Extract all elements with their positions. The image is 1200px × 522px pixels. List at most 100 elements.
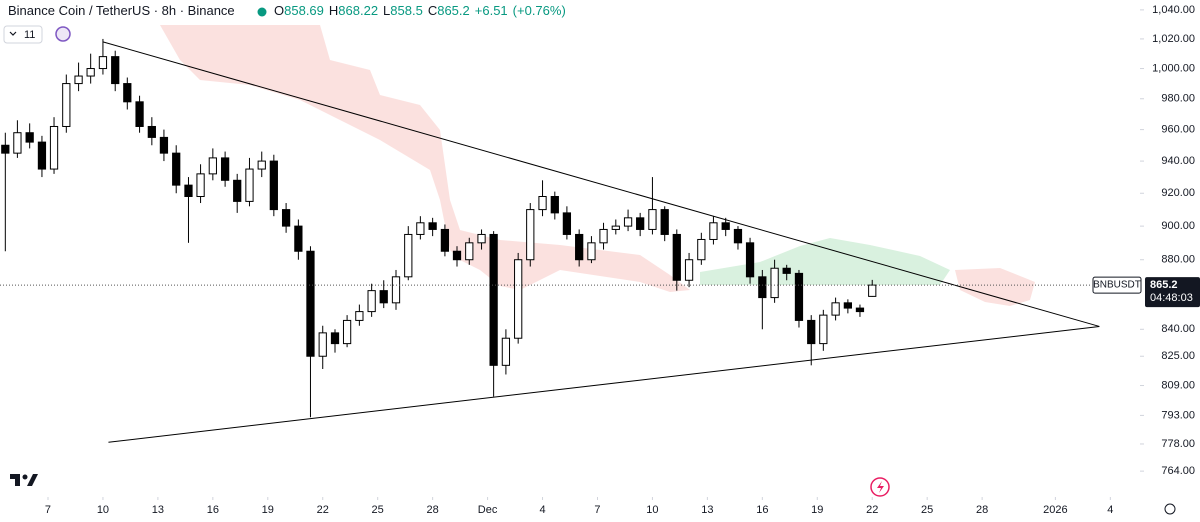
x-tick-label: 19 bbox=[811, 504, 823, 516]
x-tick-label: 28 bbox=[976, 504, 988, 516]
y-tick-label: 940.00 bbox=[1161, 155, 1195, 167]
candle-body bbox=[294, 225, 303, 252]
chevron-icon bbox=[9, 31, 17, 36]
candle-body bbox=[196, 173, 205, 198]
header-field: 865.2 bbox=[437, 3, 470, 18]
candle-body bbox=[538, 196, 547, 211]
candle-body bbox=[379, 290, 388, 304]
candle-body bbox=[159, 136, 169, 154]
price-label: 865.2 bbox=[1150, 279, 1178, 291]
candle-body bbox=[636, 217, 645, 230]
candle-body bbox=[318, 332, 327, 357]
candle-body bbox=[220, 157, 230, 181]
candle-body bbox=[440, 228, 450, 252]
header-field: L bbox=[383, 3, 390, 18]
status-dot bbox=[257, 7, 267, 17]
candle-body bbox=[807, 319, 816, 345]
candle-body bbox=[672, 233, 681, 281]
chart-header: Binance Coin / TetherUS · 8h · Binance O8… bbox=[8, 3, 566, 18]
candle-body bbox=[391, 276, 401, 304]
cloud-bearish bbox=[160, 25, 690, 292]
y-tick-label: 980.00 bbox=[1161, 93, 1195, 105]
candle-body bbox=[281, 209, 291, 227]
candle-body bbox=[709, 222, 718, 240]
candle-body bbox=[648, 209, 657, 230]
x-tick-label: 16 bbox=[207, 504, 219, 516]
x-tick-label: 25 bbox=[372, 504, 384, 516]
indicator-box[interactable] bbox=[3, 25, 43, 44]
bolt-icon bbox=[877, 481, 884, 493]
logo-mark bbox=[27, 474, 38, 486]
symbol-label-box bbox=[1092, 276, 1142, 294]
x-tick-label: Dec bbox=[478, 504, 498, 516]
x-tick-label: 13 bbox=[701, 504, 713, 516]
x-tick-label: 19 bbox=[262, 504, 274, 516]
candle-body bbox=[526, 209, 535, 261]
x-tick-label: 10 bbox=[97, 504, 109, 516]
indicator-count: 11 bbox=[24, 29, 35, 41]
cloud-bearish bbox=[955, 268, 1035, 306]
candle-body bbox=[562, 212, 572, 235]
header-field: 858.69 bbox=[284, 3, 324, 18]
candle-body bbox=[770, 267, 779, 299]
tradingview-logo bbox=[10, 474, 38, 486]
y-tick-label: 960.00 bbox=[1161, 124, 1195, 136]
candle-body bbox=[404, 233, 413, 278]
candle-body bbox=[745, 242, 755, 278]
x-tick-label: 28 bbox=[427, 504, 439, 516]
candle-body bbox=[416, 222, 425, 235]
candle-body bbox=[172, 152, 181, 186]
candle-body bbox=[233, 179, 242, 202]
candle-body bbox=[489, 233, 498, 366]
y-tick-label: 809.00 bbox=[1161, 379, 1195, 391]
candle-body bbox=[342, 319, 352, 345]
candle-body bbox=[697, 238, 706, 261]
trendline bbox=[108, 325, 1100, 443]
candle-body bbox=[623, 217, 633, 227]
y-tick-label: 1,040.00 bbox=[1152, 4, 1195, 16]
header-field: H bbox=[329, 3, 338, 18]
candle-body bbox=[355, 311, 364, 321]
trendline bbox=[102, 41, 1100, 327]
candle-body bbox=[111, 56, 120, 85]
candle-body bbox=[257, 160, 266, 170]
y-tick-label: 825.00 bbox=[1161, 350, 1195, 362]
candle-body bbox=[306, 250, 315, 357]
x-tick-label: 7 bbox=[594, 504, 600, 516]
x-tick-label: 22 bbox=[866, 504, 878, 516]
candle-body bbox=[208, 157, 217, 175]
candle-body bbox=[13, 132, 22, 154]
header-field: O bbox=[274, 3, 284, 18]
candle-body bbox=[135, 101, 144, 127]
y-tick-label: 1,020.00 bbox=[1152, 33, 1195, 45]
candle-body bbox=[98, 56, 108, 70]
logo-dot bbox=[22, 474, 28, 480]
candle-body bbox=[49, 125, 59, 170]
sync-icon[interactable] bbox=[55, 26, 71, 42]
settings-icon[interactable] bbox=[1164, 503, 1176, 515]
candle-body bbox=[245, 168, 254, 202]
candle-body bbox=[758, 276, 767, 299]
candle-body bbox=[721, 222, 730, 230]
candle-body bbox=[184, 184, 193, 198]
candle-body bbox=[599, 228, 608, 244]
header-field: (+0.76%) bbox=[513, 3, 566, 18]
candle-body bbox=[86, 68, 95, 77]
candle-body bbox=[147, 125, 156, 138]
price-label-box bbox=[1145, 277, 1200, 308]
candle-body bbox=[367, 290, 376, 313]
candle-body bbox=[575, 233, 584, 261]
y-tick-label: 840.00 bbox=[1161, 323, 1195, 335]
indicator-toggle[interactable]: 11 bbox=[3, 25, 43, 44]
candle-body bbox=[37, 141, 47, 170]
header-field: C bbox=[428, 3, 437, 18]
candle-body bbox=[782, 267, 791, 274]
candle-body bbox=[550, 196, 559, 214]
candle-body bbox=[794, 272, 804, 321]
candle-body bbox=[587, 242, 596, 261]
x-tick-label: 13 bbox=[152, 504, 164, 516]
y-tick-label: 900.00 bbox=[1161, 220, 1195, 232]
candle-body bbox=[868, 284, 877, 297]
candle-body bbox=[74, 75, 83, 85]
x-tick-label: 2026 bbox=[1043, 504, 1067, 516]
